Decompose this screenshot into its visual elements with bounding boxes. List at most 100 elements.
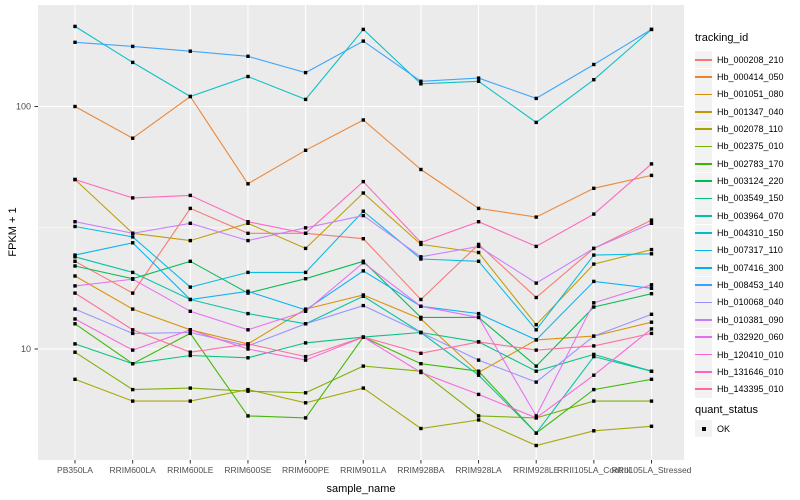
y-tick-label: 10 — [21, 344, 31, 354]
data-point-marker — [649, 292, 654, 296]
data-point-marker — [419, 242, 423, 247]
data-point-marker — [649, 377, 654, 381]
data-point-marker — [303, 148, 308, 152]
legend-key — [695, 189, 712, 207]
data-point-marker — [246, 414, 250, 418]
data-point-marker — [246, 270, 250, 275]
legend-title-quant-status: quant_status — [695, 404, 758, 416]
data-point-marker — [303, 277, 308, 281]
legend-line-swatch-icon — [695, 371, 712, 373]
legend-key — [695, 51, 712, 69]
data-point-marker — [592, 352, 596, 357]
data-point-marker — [188, 386, 192, 390]
legend-entry: Hb_002375_010 — [695, 137, 784, 155]
data-point-marker — [73, 307, 77, 311]
data-point-marker — [73, 264, 77, 268]
legend-key — [695, 328, 712, 346]
data-point-marker — [361, 118, 365, 122]
data-point-marker — [476, 206, 481, 211]
data-point-marker — [649, 369, 654, 373]
data-point-marker — [476, 358, 481, 362]
legend-line-swatch-icon — [695, 180, 712, 182]
data-point-marker — [361, 191, 365, 195]
data-point-marker — [246, 389, 250, 393]
data-point-marker — [592, 262, 596, 266]
data-point-marker — [131, 136, 135, 140]
data-points — [73, 24, 654, 448]
data-point-marker — [246, 289, 250, 293]
data-point-marker — [303, 246, 308, 251]
data-point-marker — [592, 78, 596, 82]
data-point-marker — [476, 250, 481, 255]
data-point-marker — [476, 259, 481, 263]
data-point-marker — [592, 334, 596, 338]
legend-entry: Hb_008453_140 — [695, 276, 784, 294]
legend-entry: Hb_131646_010 — [695, 363, 784, 381]
legend-key — [695, 85, 712, 103]
data-point-marker — [188, 94, 192, 99]
data-point-marker — [419, 240, 423, 245]
x-tick-label: RRIM600LE — [167, 465, 214, 475]
data-point-marker — [73, 24, 77, 29]
data-point-marker — [419, 79, 423, 83]
legend-entry-label: Hb_000208_210 — [717, 54, 784, 65]
legend-entry: Hb_007317_110 — [695, 241, 784, 259]
data-point-marker — [246, 291, 250, 295]
legend-entry-label: Hb_008453_140 — [717, 280, 784, 291]
data-point-marker — [131, 235, 135, 239]
data-point-marker — [649, 247, 654, 252]
data-point-marker — [73, 284, 77, 288]
data-point-marker — [303, 226, 308, 230]
data-point-marker — [246, 328, 250, 332]
data-point-marker — [534, 416, 538, 420]
data-point-marker — [534, 295, 538, 300]
legend-entry: Hb_032920_060 — [695, 328, 784, 346]
x-tick-label: RRIM901LA — [340, 465, 387, 475]
data-point-marker — [419, 257, 423, 261]
data-point-marker — [592, 373, 596, 377]
legend-entry-label: Hb_002375_010 — [717, 141, 784, 152]
x-tick-label: RRII105LA_Control — [557, 465, 631, 475]
data-point-marker — [188, 193, 192, 198]
data-point-marker — [649, 221, 654, 225]
legend-entry: Hb_003124_220 — [695, 172, 784, 190]
data-point-marker — [476, 79, 481, 83]
legend-entry-label: Hb_003964_070 — [717, 210, 784, 221]
data-point-marker — [73, 253, 77, 257]
data-point-marker — [131, 331, 135, 336]
data-point-marker — [73, 342, 77, 346]
data-point-marker — [303, 391, 308, 395]
data-point-marker — [131, 387, 135, 392]
data-point-marker — [361, 303, 365, 308]
data-point-marker — [303, 231, 308, 235]
data-point-marker — [592, 301, 596, 305]
legend-entry: Hb_001051_080 — [695, 85, 784, 103]
data-point-marker — [592, 246, 596, 251]
legend-line-swatch-icon — [695, 318, 712, 321]
data-point-marker — [303, 341, 308, 345]
data-point-marker — [361, 237, 365, 241]
data-point-marker — [188, 285, 192, 289]
data-point-marker — [303, 358, 308, 362]
legend-entry-label: Hb_003124_220 — [717, 176, 784, 187]
data-point-marker — [649, 424, 654, 428]
data-point-marker — [361, 335, 365, 339]
data-point-marker — [649, 27, 654, 32]
data-point-marker — [534, 96, 538, 101]
legend-entry-label: Hb_001347_040 — [717, 106, 784, 117]
data-point-marker — [592, 253, 596, 257]
data-point-marker — [73, 40, 77, 44]
data-point-marker — [419, 82, 423, 86]
data-point-marker — [131, 60, 135, 65]
data-point-marker — [188, 399, 192, 403]
data-point-marker — [534, 338, 538, 342]
legend-line-swatch-icon — [695, 301, 712, 304]
data-point-marker — [534, 443, 538, 448]
panel-background — [38, 5, 684, 460]
data-point-marker — [534, 414, 538, 418]
data-point-marker — [592, 399, 596, 403]
legend-key — [695, 241, 712, 259]
data-point-marker — [534, 328, 538, 332]
data-point-marker — [361, 269, 365, 273]
legend-line-swatch-icon — [695, 284, 712, 286]
